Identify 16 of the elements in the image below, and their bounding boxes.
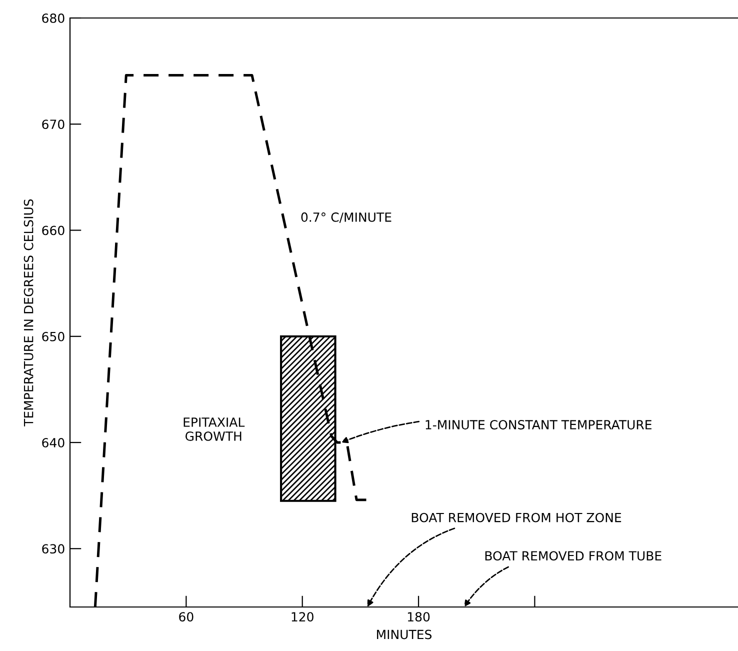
x-tick-label: 120 <box>292 612 314 622</box>
y-tick-label: 660 <box>42 226 64 236</box>
y-tick-label: 640 <box>42 438 64 448</box>
x-axis-title: MINUTES <box>377 630 432 640</box>
y-tick-label: 680 <box>42 13 64 23</box>
x-tick-label: 60 <box>179 612 194 622</box>
y-tick-label: 670 <box>42 120 64 130</box>
annotation: 0.7° C/MINUTE <box>301 212 392 223</box>
annotation: BOAT REMOVED FROM HOT ZONE <box>412 512 622 522</box>
y-axis-title: TEMPERATURE IN DEGREES CELSIUS <box>24 199 34 426</box>
annotation: 1-MINUTE CONSTANT TEMPERATURE <box>426 420 652 430</box>
y-tick-label: 630 <box>42 544 64 554</box>
annotation: BOAT REMOVED FROM TUBE <box>485 551 662 561</box>
y-tick-label: 650 <box>42 332 64 342</box>
annotation: EPITAXIAL GROWTH <box>184 418 245 441</box>
x-tick-label: 180 <box>408 612 430 622</box>
